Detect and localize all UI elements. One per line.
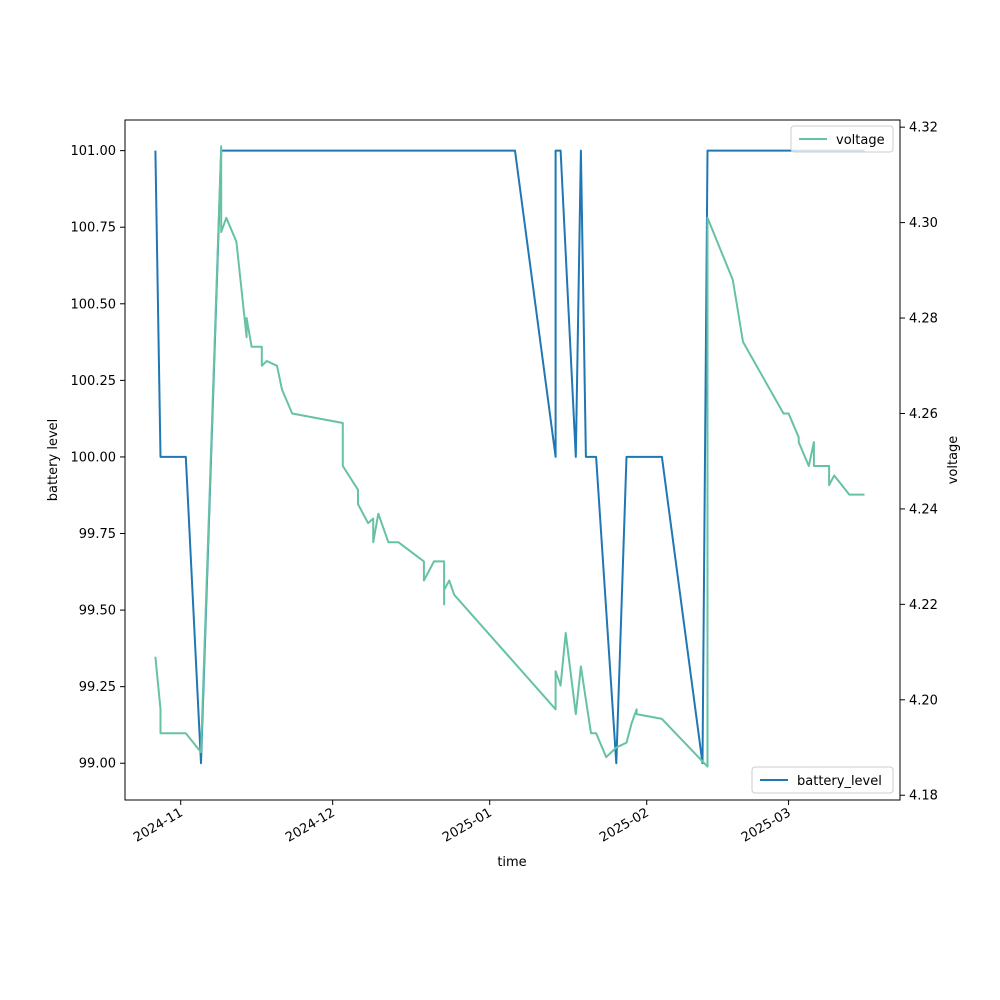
right-y-axis-label: voltage <box>946 436 961 485</box>
left-y-tick-label: 99.00 <box>79 757 116 772</box>
left-y-tick-label: 101.00 <box>71 144 117 159</box>
right-y-tick-label: 4.32 <box>909 121 938 136</box>
legend-voltage-box <box>790 125 894 153</box>
right-y-tick-label: 4.20 <box>909 693 938 708</box>
legend-battery-level-box <box>751 766 894 794</box>
left-y-tick-label: 99.50 <box>79 604 116 619</box>
left-y-tick-label: 100.25 <box>71 374 117 389</box>
legend-voltage-label: voltage <box>836 133 885 148</box>
right-y-tick-label: 4.28 <box>909 312 938 327</box>
right-y-tick-label: 4.24 <box>909 502 938 517</box>
series-layer <box>154 145 865 768</box>
left-y-tick-label: 99.75 <box>79 527 116 542</box>
left-y-tick-label: 100.50 <box>71 297 117 312</box>
series-line-battery-level <box>154 149 865 765</box>
left-y-tick-label: 100.75 <box>71 221 117 236</box>
legend-battery-level-label: battery_level <box>797 774 882 789</box>
series-line-voltage <box>154 145 865 768</box>
left-y-axis: 99.00 99.25 99.50 99.75 100.00 100.25 100.50 10… <box>71 144 125 772</box>
plot-frame <box>124 119 901 801</box>
left-y-tick-label: 99.25 <box>79 680 116 695</box>
right-y-tick-label: 4.26 <box>909 407 938 422</box>
right-y-tick-label: 4.18 <box>909 789 938 804</box>
right-y-tick-label: 4.22 <box>909 598 938 613</box>
x-axis-label: time <box>497 855 526 870</box>
right-y-axis: 4.18 4.20 4.22 4.24 4.26 4.28 4.30 4.32 <box>900 121 938 804</box>
left-y-axis-label: battery level <box>46 419 61 502</box>
right-y-tick-label: 4.30 <box>909 216 938 231</box>
left-y-tick-label: 100.00 <box>71 450 117 465</box>
legend-voltage: voltage <box>790 125 894 153</box>
legend-battery-level: battery_level <box>751 766 894 794</box>
